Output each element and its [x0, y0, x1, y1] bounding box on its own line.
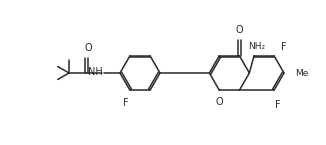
Text: F: F — [123, 98, 129, 108]
Text: O: O — [84, 43, 92, 53]
Text: Me: Me — [295, 68, 308, 77]
Text: F: F — [275, 100, 281, 110]
Text: O: O — [236, 25, 243, 35]
Text: NH₂: NH₂ — [248, 41, 265, 50]
Text: O: O — [215, 97, 223, 107]
Text: F: F — [281, 42, 287, 52]
Text: NH: NH — [88, 67, 103, 77]
